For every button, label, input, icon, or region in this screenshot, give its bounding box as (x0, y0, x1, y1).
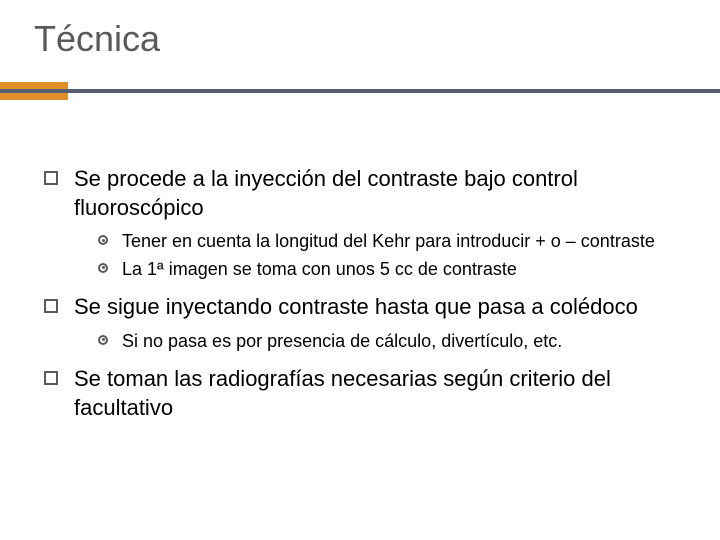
list-item-text: Se sigue inyectando contraste hasta que … (74, 293, 638, 322)
content-area: Se procede a la inyección del contraste … (44, 165, 686, 430)
target-bullet-icon (98, 335, 108, 345)
square-bullet-icon (44, 171, 58, 185)
sublist-item: Si no pasa es por presencia de cálculo, … (98, 330, 686, 353)
list-item-text: Se toman las radiografías necesarias seg… (74, 365, 686, 422)
target-bullet-icon (98, 263, 108, 273)
list-item-text: Se procede a la inyección del contraste … (74, 165, 686, 222)
target-bullet-icon (98, 235, 108, 245)
sublist: Tener en cuenta la longitud del Kehr par… (98, 230, 686, 281)
divider-line (0, 89, 720, 93)
list-item: Se sigue inyectando contraste hasta que … (44, 293, 686, 322)
sublist-item-text: Si no pasa es por presencia de cálculo, … (122, 330, 562, 353)
slide: Técnica Se procede a la inyección del co… (0, 0, 720, 540)
page-title: Técnica (34, 18, 160, 60)
title-divider (0, 82, 720, 100)
sublist-item-text: La 1ª imagen se toma con unos 5 cc de co… (122, 258, 517, 281)
list-item: Se toman las radiografías necesarias seg… (44, 365, 686, 422)
sublist-item: La 1ª imagen se toma con unos 5 cc de co… (98, 258, 686, 281)
sublist-item: Tener en cuenta la longitud del Kehr par… (98, 230, 686, 253)
sublist: Si no pasa es por presencia de cálculo, … (98, 330, 686, 353)
sublist-item-text: Tener en cuenta la longitud del Kehr par… (122, 230, 655, 253)
list-item: Se procede a la inyección del contraste … (44, 165, 686, 222)
square-bullet-icon (44, 299, 58, 313)
square-bullet-icon (44, 371, 58, 385)
